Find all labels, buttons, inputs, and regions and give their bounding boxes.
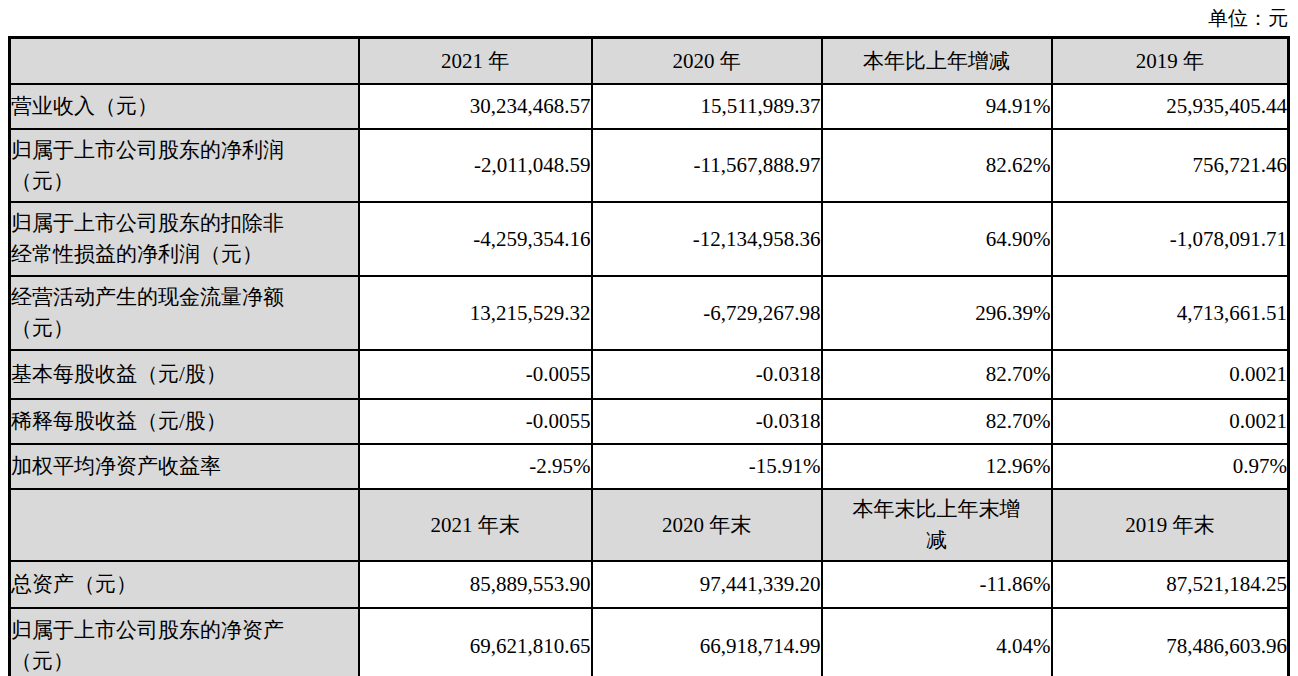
col-header-2021: 2021 年 (359, 38, 592, 85)
value-2021-cell: -2.95% (359, 444, 592, 489)
change-cell: 12.96% (822, 444, 1052, 489)
value-2021-cell: -0.0055 (359, 350, 592, 399)
row-label-cell: 加权平均净资产收益率 (10, 444, 359, 489)
change-cell: 4.04% (822, 608, 1052, 676)
value-2021-cell: -4,259,354.16 (359, 202, 592, 276)
value-2019-cell: 0.0021 (1052, 399, 1289, 444)
value-2019-cell: 4,713,661.51 (1052, 276, 1289, 350)
row-label-cell: 营业收入（元） (10, 84, 359, 129)
col-header-2021-year-end: 2021 年末 (359, 489, 592, 561)
change-cell: 296.39% (822, 276, 1052, 350)
value-2019-cell: 0.97% (1052, 444, 1289, 489)
col-header-2019: 2019 年 (1052, 38, 1289, 85)
value-2020-cell: 15,511,989.37 (592, 84, 822, 129)
value-2021-cell: -0.0055 (359, 399, 592, 444)
change-cell: 94.91% (822, 84, 1052, 129)
header-empty-cell (10, 489, 359, 561)
header-empty-cell (10, 38, 359, 85)
value-2020-cell: -0.0318 (592, 399, 822, 444)
table-row-weighted-avg-roe: 加权平均净资产收益率 -2.95% -15.91% 12.96% 0.97% (10, 444, 1289, 489)
value-2020-cell: -12,134,958.36 (592, 202, 822, 276)
row-label-cell: 稀释每股收益（元/股） (10, 399, 359, 444)
financial-summary-table: 2021 年 2020 年 本年比上年增减 2019 年 营业收入（元） 30,… (8, 36, 1290, 676)
header-row-annual: 2021 年 2020 年 本年比上年增减 2019 年 (10, 38, 1289, 85)
table-row-operating-revenue: 营业收入（元） 30,234,468.57 15,511,989.37 94.9… (10, 84, 1289, 129)
change-cell: 82.70% (822, 399, 1052, 444)
table-row-net-profit-excl-nonrecurring: 归属于上市公司股东的扣除非 经常性损益的净利润（元） -4,259,354.16… (10, 202, 1289, 276)
value-2019-cell: 756,721.46 (1052, 129, 1289, 202)
col-header-2020-year-end: 2020 年末 (592, 489, 822, 561)
row-label-cell: 归属于上市公司股东的净资产 （元） (10, 608, 359, 676)
value-2020-cell: -0.0318 (592, 350, 822, 399)
value-2021-cell: -2,011,048.59 (359, 129, 592, 202)
col-header-2020: 2020 年 (592, 38, 822, 85)
row-label-cell: 归属于上市公司股东的净利润 （元） (10, 129, 359, 202)
value-2019-cell: 87,521,184.25 (1052, 561, 1289, 608)
table-row-net-profit: 归属于上市公司股东的净利润 （元） -2,011,048.59 -11,567,… (10, 129, 1289, 202)
value-2021-cell: 69,621,810.65 (359, 608, 592, 676)
change-cell: 64.90% (822, 202, 1052, 276)
table-row-diluted-eps: 稀释每股收益（元/股） -0.0055 -0.0318 82.70% 0.002… (10, 399, 1289, 444)
row-label-cell: 经营活动产生的现金流量净额 （元） (10, 276, 359, 350)
col-header-year-end-change: 本年末比上年末增 减 (822, 489, 1052, 561)
value-2021-cell: 30,234,468.57 (359, 84, 592, 129)
row-label-cell: 归属于上市公司股东的扣除非 经常性损益的净利润（元） (10, 202, 359, 276)
col-header-2019-year-end: 2019 年末 (1052, 489, 1289, 561)
row-label-cell: 总资产（元） (10, 561, 359, 608)
value-2019-cell: 0.0021 (1052, 350, 1289, 399)
change-cell: -11.86% (822, 561, 1052, 608)
col-header-change: 本年比上年增减 (822, 38, 1052, 85)
value-2019-cell: 78,486,603.96 (1052, 608, 1289, 676)
table-row-total-assets: 总资产（元） 85,889,553.90 97,441,339.20 -11.8… (10, 561, 1289, 608)
row-label-cell: 基本每股收益（元/股） (10, 350, 359, 399)
value-2021-cell: 85,889,553.90 (359, 561, 592, 608)
table-row-basic-eps: 基本每股收益（元/股） -0.0055 -0.0318 82.70% 0.002… (10, 350, 1289, 399)
value-2020-cell: -15.91% (592, 444, 822, 489)
change-cell: 82.70% (822, 350, 1052, 399)
value-2019-cell: 25,935,405.44 (1052, 84, 1289, 129)
change-cell: 82.62% (822, 129, 1052, 202)
value-2021-cell: 13,215,529.32 (359, 276, 592, 350)
header-row-year-end: 2021 年末 2020 年末 本年末比上年末增 减 2019 年末 (10, 489, 1289, 561)
value-2020-cell: 97,441,339.20 (592, 561, 822, 608)
document-page: 单位：元 2021 年 2020 年 本年比上年增减 2019 年 营业收入（元… (0, 0, 1298, 676)
table-row-operating-cash-flow: 经营活动产生的现金流量净额 （元） 13,215,529.32 -6,729,2… (10, 276, 1289, 350)
value-2020-cell: 66,918,714.99 (592, 608, 822, 676)
value-2020-cell: -6,729,267.98 (592, 276, 822, 350)
value-2020-cell: -11,567,888.97 (592, 129, 822, 202)
unit-label: 单位：元 (0, 0, 1298, 36)
table-row-net-assets: 归属于上市公司股东的净资产 （元） 69,621,810.65 66,918,7… (10, 608, 1289, 676)
value-2019-cell: -1,078,091.71 (1052, 202, 1289, 276)
